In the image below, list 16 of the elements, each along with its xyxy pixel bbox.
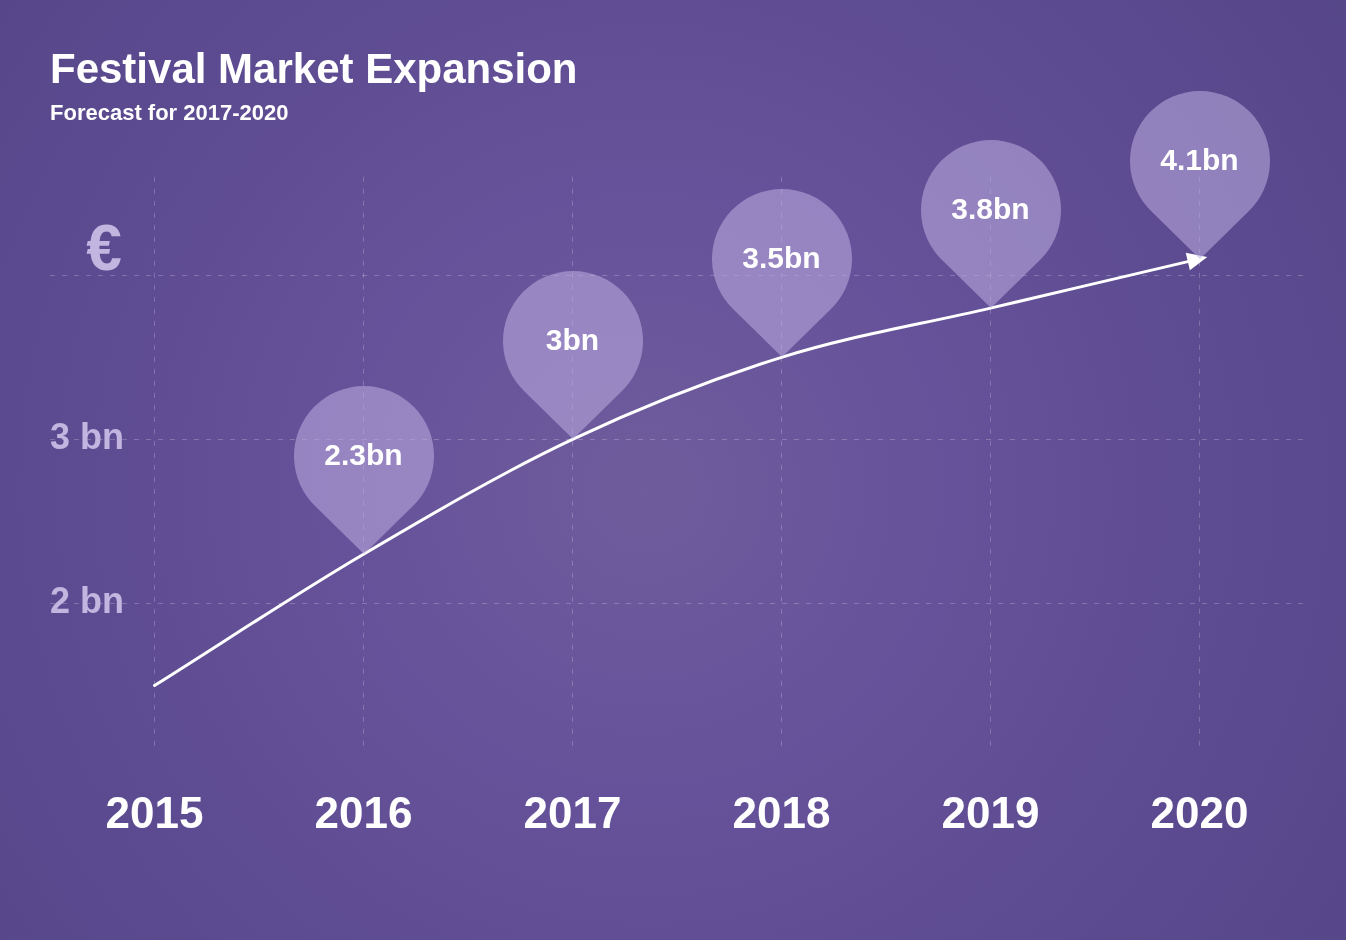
chart-title: Festival Market Expansion xyxy=(50,44,578,92)
data-label: 4.1bn xyxy=(1159,142,1240,178)
data-label: 2.3bn xyxy=(323,438,404,474)
chart-subtitle: Forecast for 2017-2020 xyxy=(50,99,289,125)
x-tick-label: 2020 xyxy=(1150,787,1249,837)
x-tick-label: 2018 xyxy=(732,787,831,837)
data-label: 3.8bn xyxy=(950,192,1031,228)
data-label: 3.5bn xyxy=(741,241,822,277)
x-tick-label: 2019 xyxy=(941,787,1040,837)
y-tick-label: 2 bn xyxy=(50,580,125,622)
x-tick-label: 2015 xyxy=(105,787,204,837)
y-axis-title: € xyxy=(86,211,122,284)
data-label: 3bn xyxy=(544,323,601,359)
x-tick-label: 2016 xyxy=(314,787,413,837)
y-tick-label: 3 bn xyxy=(50,416,125,458)
x-tick-label: 2017 xyxy=(523,787,622,837)
